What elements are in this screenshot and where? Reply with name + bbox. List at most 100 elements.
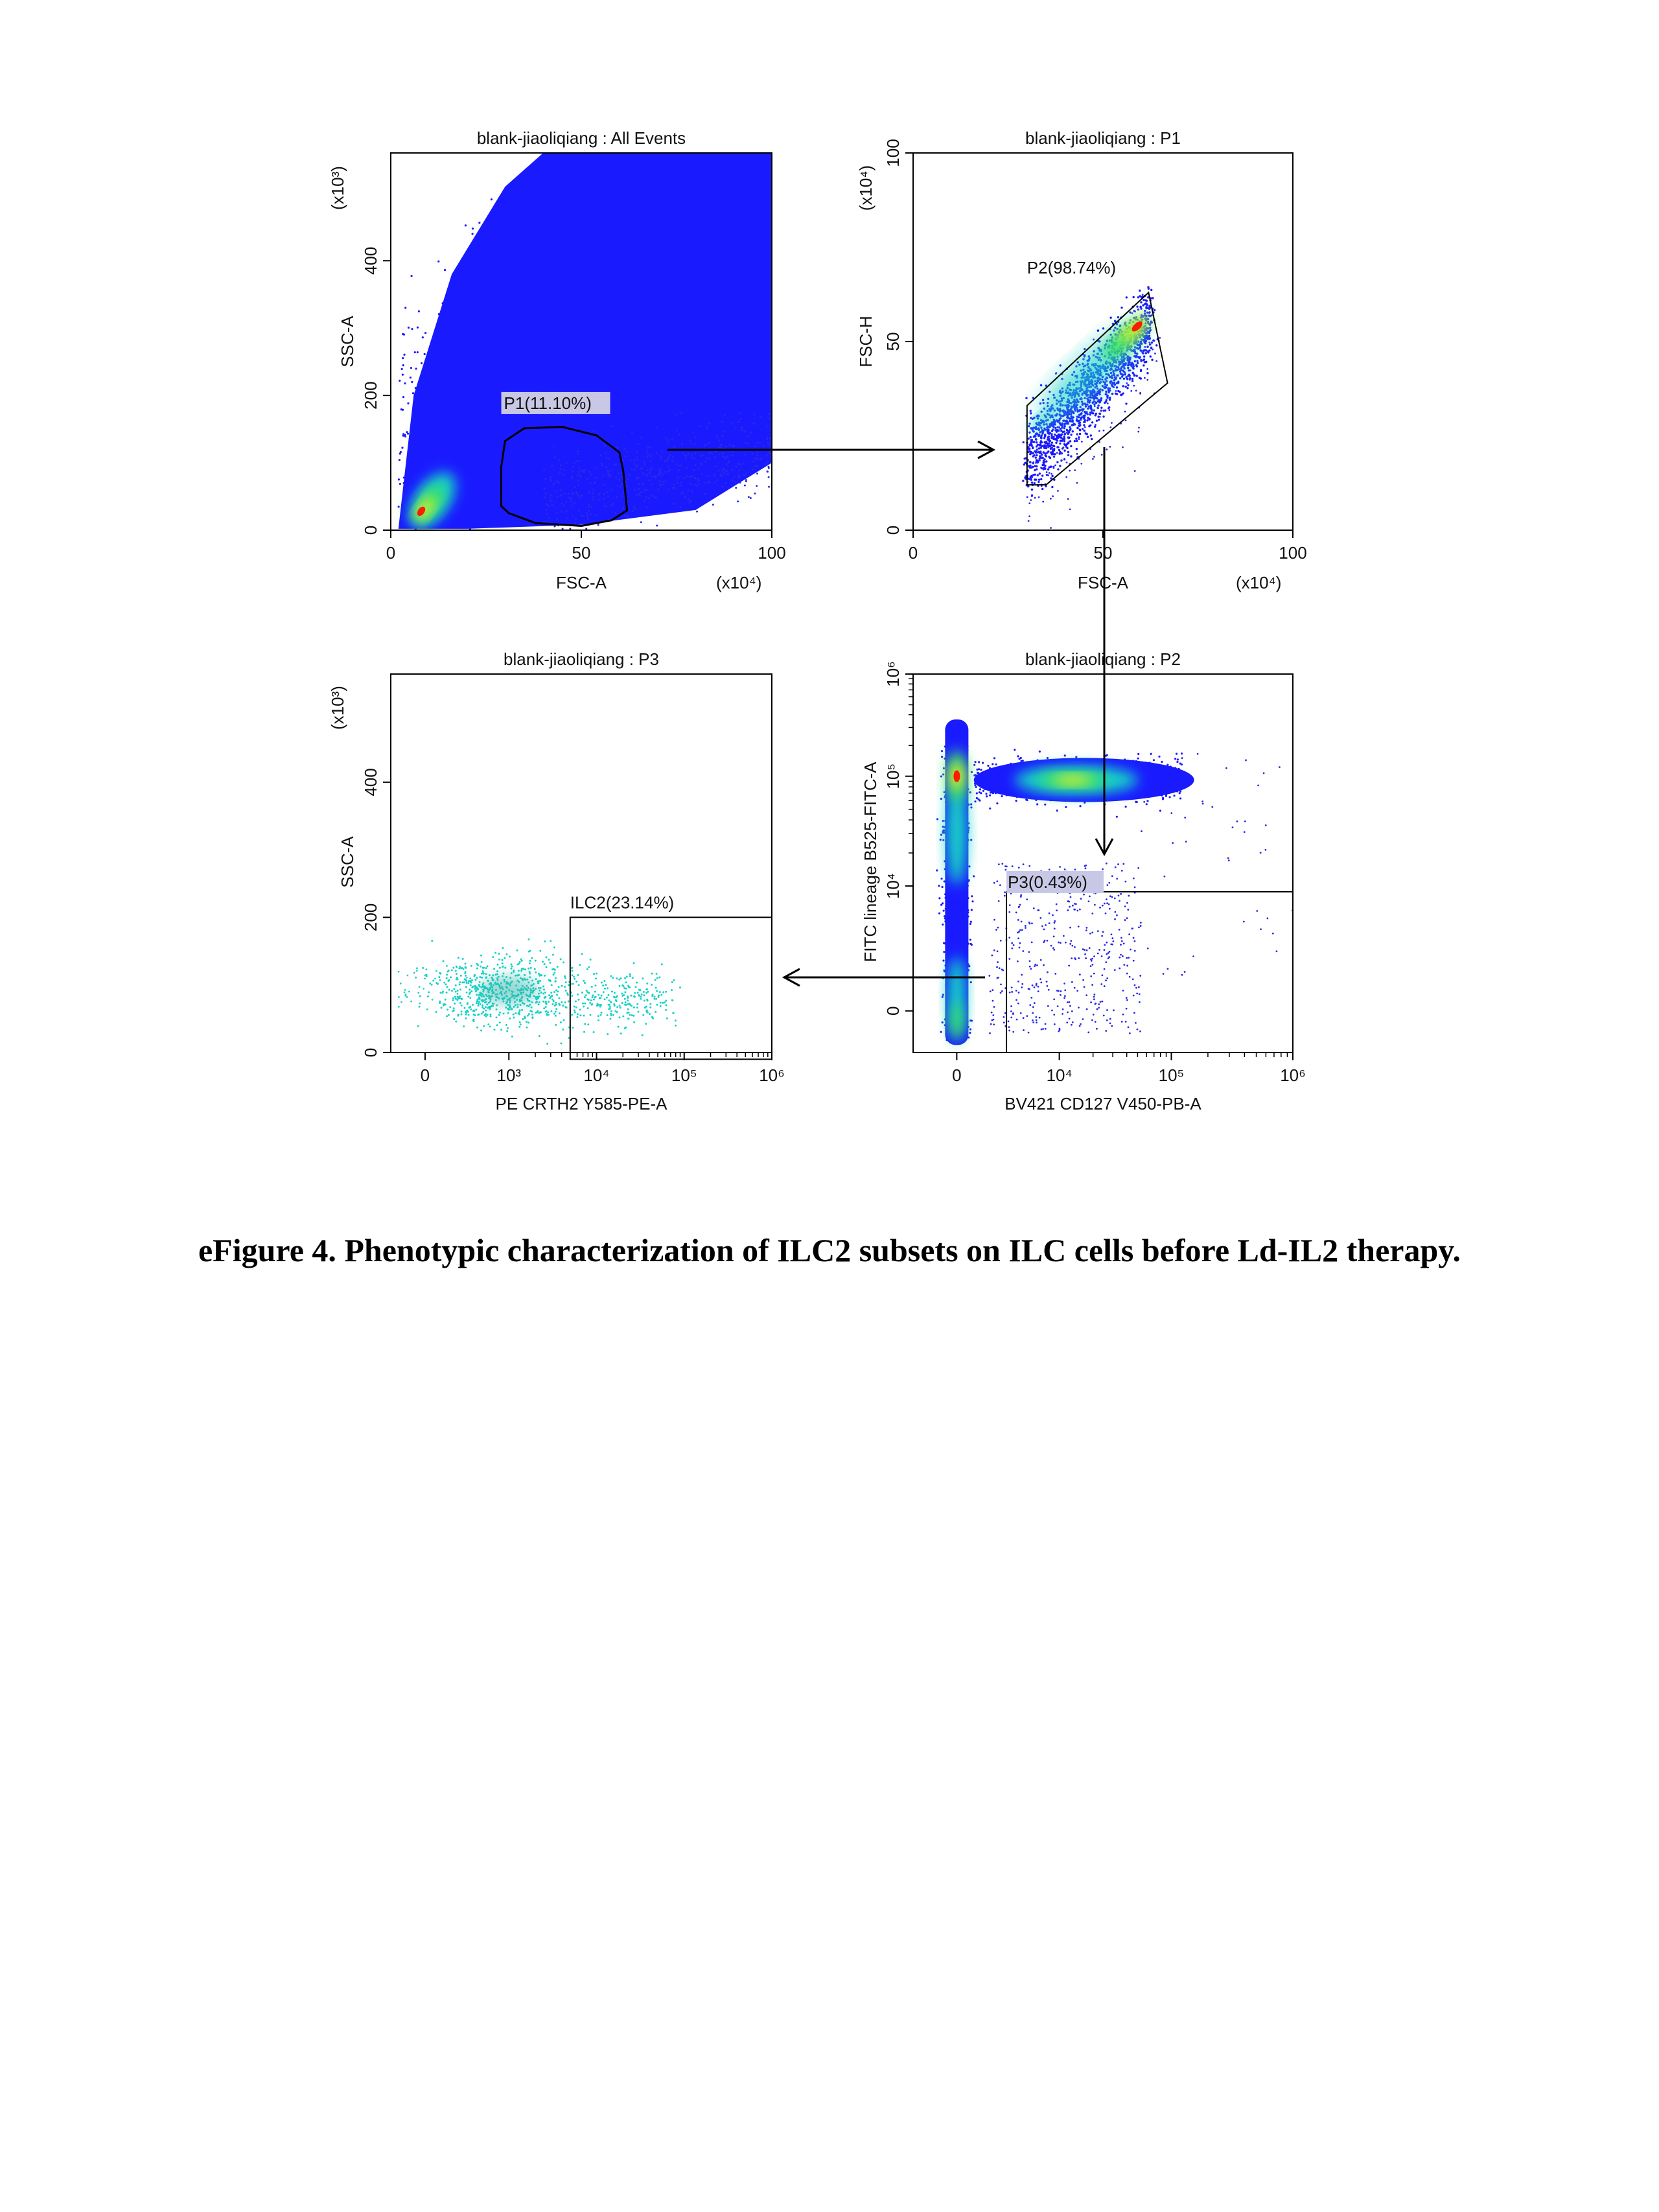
event-dot xyxy=(1036,461,1039,464)
event-dot xyxy=(1063,412,1066,415)
event-dot xyxy=(557,111,559,113)
event-dot xyxy=(647,454,649,456)
event-dot xyxy=(491,473,493,476)
event-dot xyxy=(628,204,631,207)
x-tick-label: 0 xyxy=(386,543,395,563)
event-dot xyxy=(606,220,609,223)
event-dot xyxy=(502,190,505,193)
event-dot xyxy=(645,287,648,290)
event-dot xyxy=(767,441,769,444)
event-dot xyxy=(1120,361,1124,364)
event-dot xyxy=(1094,401,1096,403)
event-dot xyxy=(1088,396,1091,399)
event-dot xyxy=(483,320,485,322)
event-dot xyxy=(636,458,639,461)
event-dot xyxy=(735,487,737,489)
event-dot xyxy=(672,313,675,316)
event-dot xyxy=(1045,455,1048,458)
event-dot xyxy=(577,483,580,486)
event-dot xyxy=(1057,489,1059,492)
event-dot xyxy=(1109,445,1111,448)
event-dot xyxy=(1047,436,1050,438)
event-dot xyxy=(633,233,636,236)
event-dot xyxy=(1143,355,1146,358)
event-dot xyxy=(407,402,410,404)
event-dot xyxy=(1130,363,1133,366)
event-dot xyxy=(426,549,428,551)
event-dot xyxy=(676,189,679,192)
event-dot xyxy=(686,253,689,256)
event-dot xyxy=(1059,364,1062,367)
event-dot xyxy=(1033,454,1036,457)
event-dot xyxy=(979,788,982,791)
event-dot xyxy=(544,493,547,495)
event-dot xyxy=(1139,391,1142,394)
event-dot xyxy=(452,308,456,310)
event-dot xyxy=(721,29,723,31)
event-dot xyxy=(1133,470,1136,472)
event-dot xyxy=(586,251,588,253)
event-dot xyxy=(569,528,572,530)
event-dot xyxy=(635,456,638,459)
event-dot xyxy=(1106,448,1108,450)
event-dot xyxy=(617,183,620,185)
event-dot xyxy=(594,467,597,470)
event-dot xyxy=(553,482,556,485)
event-dot xyxy=(638,482,640,485)
event-dot xyxy=(729,200,732,203)
event-dot xyxy=(1047,438,1049,441)
event-dot xyxy=(473,316,476,320)
event-dot xyxy=(1069,426,1071,428)
event-dot xyxy=(519,254,522,257)
event-dot xyxy=(504,345,507,348)
event-dot xyxy=(1095,419,1098,422)
event-dot xyxy=(580,249,583,251)
event-dot xyxy=(1150,347,1153,349)
event-dot xyxy=(513,429,515,432)
event-dot xyxy=(597,524,599,526)
event-dot xyxy=(555,490,558,493)
event-dot xyxy=(540,390,542,392)
density-blob xyxy=(1131,321,1143,332)
event-dot xyxy=(702,168,706,170)
event-dot xyxy=(610,236,612,239)
event-dot xyxy=(589,148,591,150)
event-dot xyxy=(461,463,463,466)
event-dot xyxy=(1076,482,1078,484)
event-dot xyxy=(708,442,710,445)
event-dot xyxy=(500,317,502,320)
event-dot xyxy=(473,476,476,478)
event-dot xyxy=(1146,337,1150,340)
event-dot xyxy=(1137,757,1139,760)
event-dot xyxy=(1058,452,1061,455)
event-dot xyxy=(938,897,941,900)
event-dot xyxy=(596,312,599,315)
event-dot xyxy=(644,296,647,298)
event-dot xyxy=(418,420,421,423)
event-dot xyxy=(515,519,517,522)
event-dot xyxy=(532,239,535,242)
event-dot xyxy=(482,440,485,443)
event-dot xyxy=(520,266,522,268)
event-dot xyxy=(564,500,567,503)
event-dot xyxy=(646,469,649,472)
event-dot xyxy=(638,494,641,496)
event-dot xyxy=(603,505,606,507)
event-dot xyxy=(599,163,603,165)
event-dot xyxy=(657,271,660,274)
event-dot xyxy=(705,443,708,446)
event-dot xyxy=(438,349,441,353)
event-dot xyxy=(716,321,719,324)
event-dot xyxy=(1130,364,1133,367)
event-dot xyxy=(441,540,443,542)
event-dot xyxy=(482,322,485,325)
event-dot xyxy=(604,444,607,447)
event-dot xyxy=(1052,495,1054,498)
event-dot xyxy=(663,205,666,208)
event-dot xyxy=(664,460,666,463)
event-dot xyxy=(403,353,406,356)
event-dot xyxy=(561,305,563,309)
event-dot xyxy=(1137,296,1140,299)
event-dot xyxy=(981,762,984,764)
event-dot xyxy=(1028,444,1032,447)
